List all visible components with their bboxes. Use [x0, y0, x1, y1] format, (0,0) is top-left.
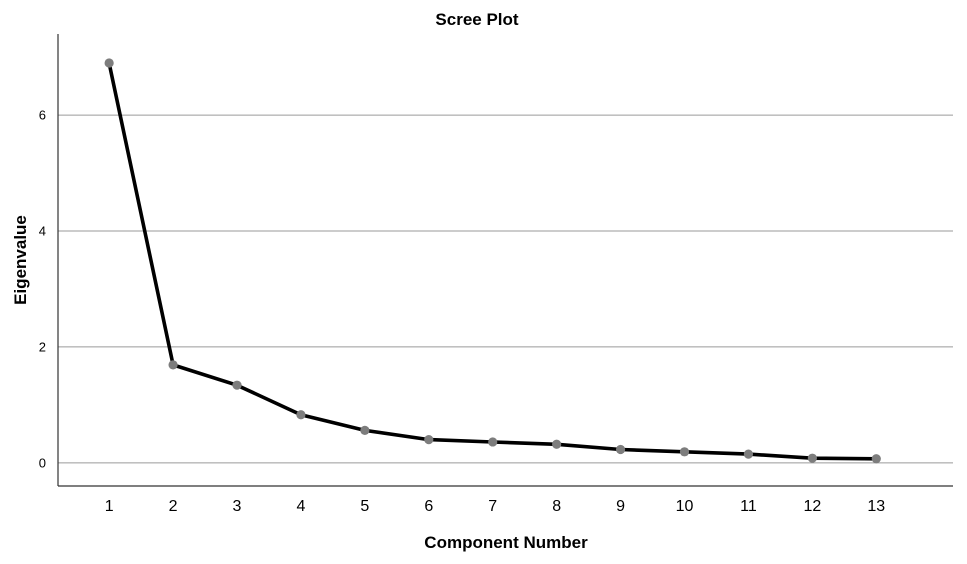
- y-tick-label: 2: [39, 339, 46, 354]
- x-tick-label: 11: [740, 498, 757, 515]
- data-point: [232, 380, 242, 390]
- data-point: [743, 449, 754, 459]
- x-tick-label: 5: [360, 498, 369, 515]
- x-tick-label: 12: [803, 498, 821, 515]
- gridlines: [58, 114, 953, 464]
- x-tick-label: 6: [424, 498, 433, 515]
- data-point: [615, 444, 626, 455]
- data-point: [871, 454, 881, 464]
- series-line: [107, 62, 877, 461]
- data-point: [296, 410, 306, 420]
- y-tick-labels: 0 2 4 6: [39, 108, 46, 471]
- x-tick-label: 9: [616, 498, 625, 515]
- series-eigenvalues: [104, 58, 881, 464]
- x-tick-labels: 1 2 3 4 5 6 7 8 9 10 11 12 13: [105, 498, 886, 515]
- data-point: [552, 439, 562, 449]
- data-point: [168, 360, 178, 370]
- x-tick-label: 2: [169, 498, 178, 515]
- x-tick-label: 8: [552, 498, 561, 515]
- x-tick-label: 4: [296, 498, 305, 515]
- x-tick-label: 1: [105, 498, 114, 515]
- y-tick-label: 0: [39, 455, 46, 470]
- y-tick-label: 4: [39, 224, 46, 239]
- chart-title: Scree Plot: [435, 10, 518, 29]
- data-point: [424, 435, 434, 445]
- x-tick-label: 10: [676, 498, 694, 515]
- data-point: [679, 447, 690, 457]
- y-tick-label: 6: [39, 108, 46, 123]
- data-point: [104, 58, 114, 68]
- y-axis-title: Eigenvalue: [11, 215, 30, 305]
- x-tick-label: 7: [488, 498, 497, 515]
- x-tick-label: 13: [867, 498, 885, 515]
- x-axis-title: Component Number: [424, 533, 588, 552]
- data-point: [360, 425, 370, 435]
- data-point: [488, 437, 498, 447]
- data-point: [807, 453, 817, 463]
- x-tick-label: 3: [233, 498, 242, 515]
